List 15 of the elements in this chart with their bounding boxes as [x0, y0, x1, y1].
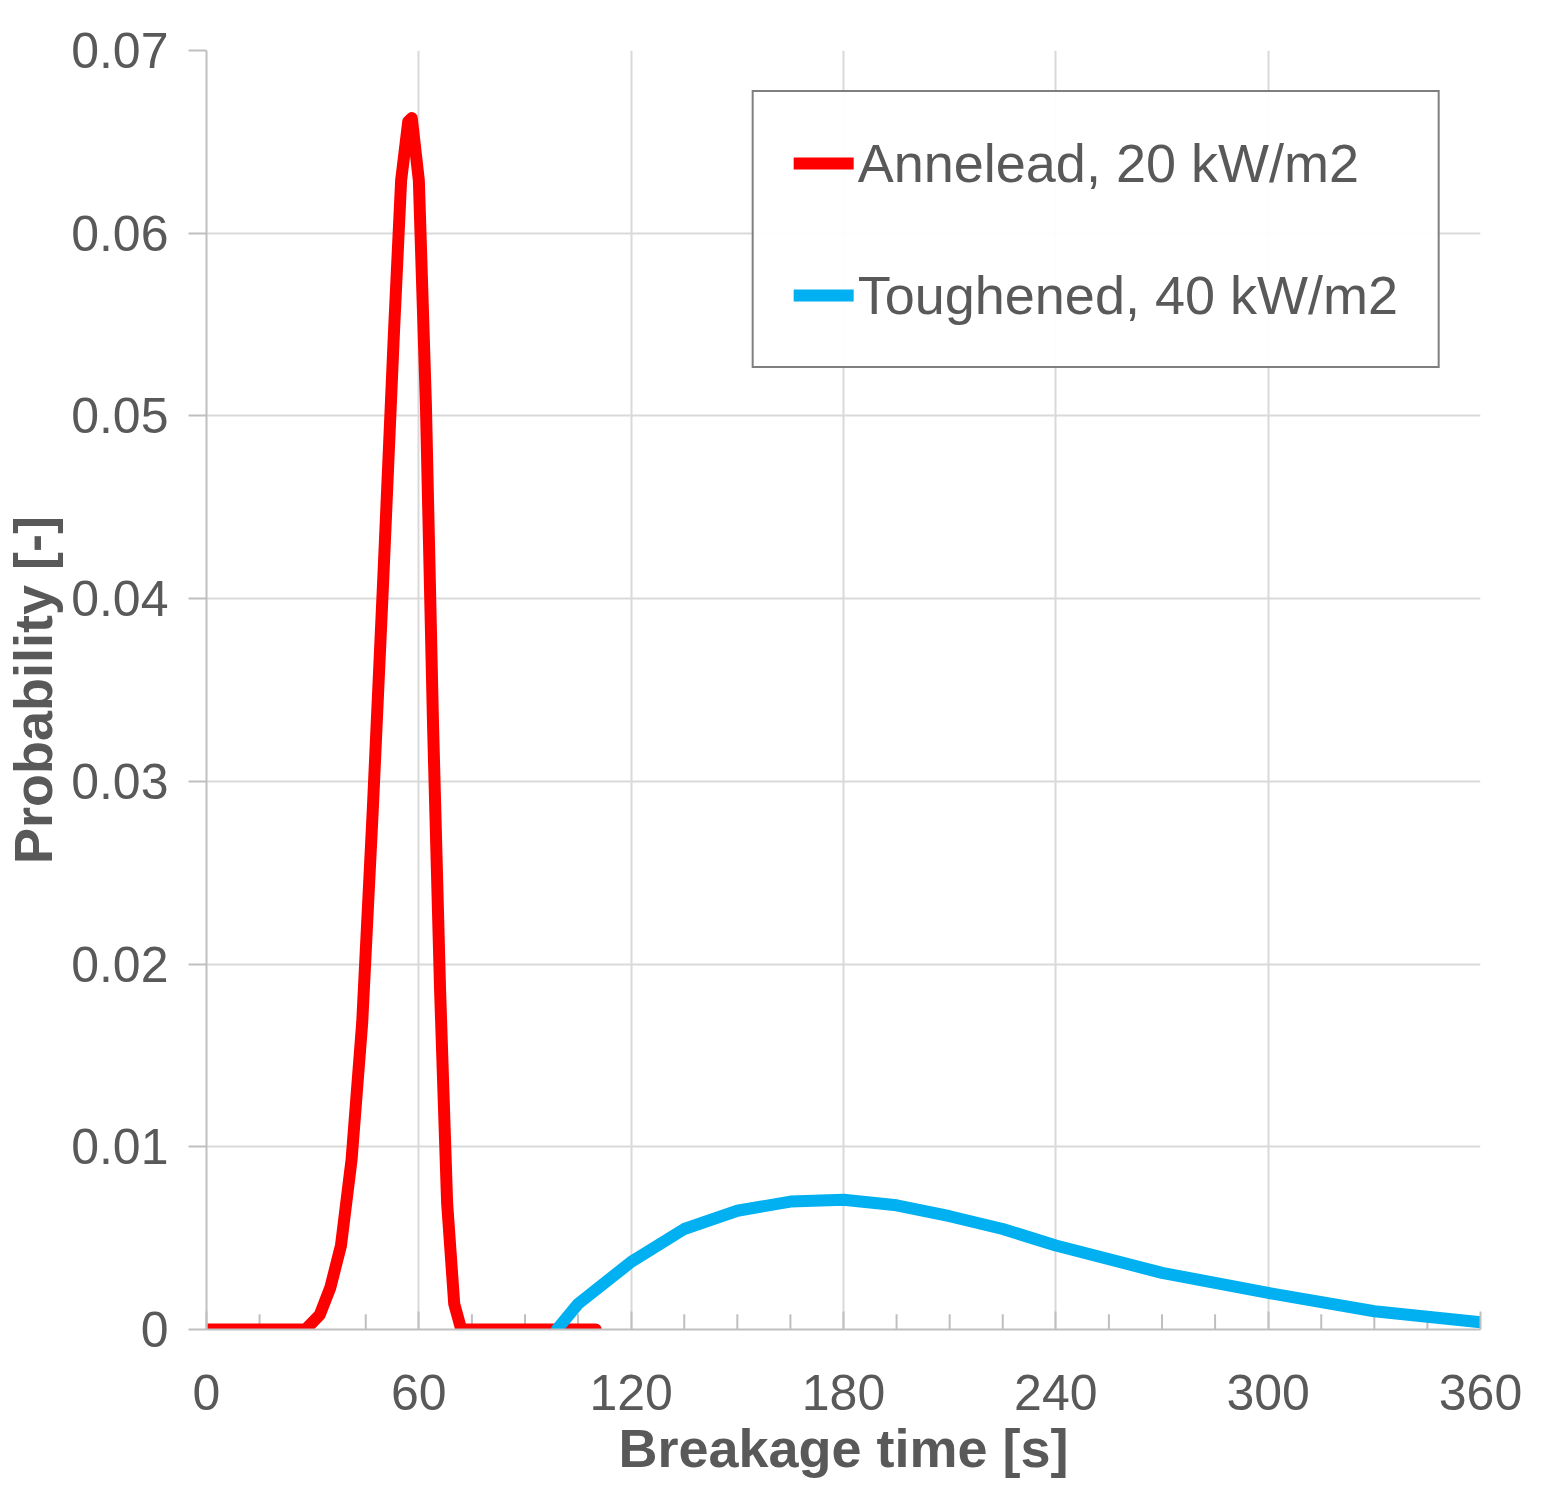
- y-tick-label: 0.01: [71, 1119, 169, 1176]
- y-tick-label: 0.02: [71, 936, 169, 993]
- x-tick-label: 60: [391, 1364, 447, 1421]
- y-axis-title: Probability [-]: [3, 516, 64, 864]
- y-tick-label: 0.04: [71, 571, 169, 628]
- x-tick-label: 0: [192, 1364, 221, 1421]
- y-tick-label: 0.07: [71, 23, 169, 79]
- x-tick-label: 360: [1438, 1364, 1523, 1421]
- y-tick-label: 0: [140, 1302, 169, 1358]
- x-tick-label: 300: [1226, 1364, 1310, 1421]
- y-tick-label: 0.06: [71, 205, 169, 262]
- y-tick-label: 0.03: [71, 753, 169, 810]
- legend-label: Toughened, 40 kW/m2: [857, 264, 1398, 326]
- legend-label: Annelead, 20 kW/m2: [857, 132, 1359, 194]
- y-tick-label: 0.05: [71, 388, 169, 445]
